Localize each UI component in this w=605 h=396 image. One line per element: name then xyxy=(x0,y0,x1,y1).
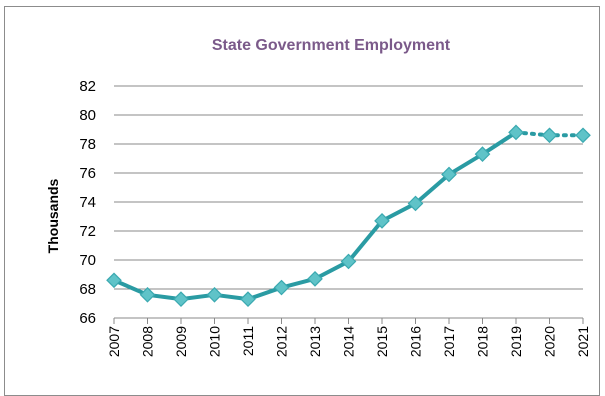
data-point-2019 xyxy=(508,124,524,141)
y-tick-label-70: 70 xyxy=(79,252,96,269)
gridlines xyxy=(114,85,583,319)
x-tick-label-2016: 2016 xyxy=(408,326,424,357)
x-tick-label-2014: 2014 xyxy=(341,326,357,357)
x-tick-label-2009: 2009 xyxy=(173,326,189,357)
data-point-2015 xyxy=(374,213,390,229)
x-tick-label-2019: 2019 xyxy=(508,326,524,357)
x-tick-label-2011: 2011 xyxy=(240,326,256,356)
y-tick-label-82: 82 xyxy=(79,78,96,95)
x-tick-label-2017: 2017 xyxy=(441,326,457,357)
y-axis-ticks: 66 68 70 72 74 76 78 80 82 xyxy=(79,78,96,327)
y-tick-label-76: 76 xyxy=(79,165,96,182)
data-point-2020 xyxy=(541,127,558,144)
data-point-2008 xyxy=(139,286,156,303)
x-tick-label-2008: 2008 xyxy=(140,326,156,357)
data-point-2010 xyxy=(206,286,223,303)
chart-frame xyxy=(4,6,600,396)
x-tick-label-2020: 2020 xyxy=(542,326,558,357)
data-point-2016 xyxy=(407,195,424,212)
x-tick-label-2021: 2021 xyxy=(575,326,591,357)
series-employment xyxy=(106,124,591,307)
data-point-2012 xyxy=(273,279,290,296)
data-point-2011 xyxy=(240,291,256,307)
y-tick-label-68: 68 xyxy=(79,281,96,298)
y-tick-label-80: 80 xyxy=(79,107,96,124)
chart-title: State Government Employment xyxy=(212,37,451,54)
x-tick-label-2012: 2012 xyxy=(274,326,290,357)
y-tick-label-78: 78 xyxy=(79,136,96,153)
data-point-2009 xyxy=(173,291,189,307)
x-tick-label-2013: 2013 xyxy=(307,326,323,357)
y-tick-label-72: 72 xyxy=(79,223,96,240)
x-tick-label-2010: 2010 xyxy=(207,326,223,357)
y-tick-label-74: 74 xyxy=(79,194,96,211)
data-point-2018 xyxy=(474,146,491,162)
x-tick-label-2018: 2018 xyxy=(475,326,491,357)
data-point-2021 xyxy=(575,127,591,144)
data-point-2013 xyxy=(307,271,323,287)
data-point-2017 xyxy=(441,166,457,183)
data-point-2007 xyxy=(106,272,122,289)
x-tick-label-2015: 2015 xyxy=(374,326,390,357)
x-tick-label-2007: 2007 xyxy=(106,326,122,357)
y-axis-label: Thousands xyxy=(45,178,61,253)
y-tick-label-66: 66 xyxy=(79,310,96,327)
x-axis-ticks: 2007 2008 2009 2010 2011 2012 2013 2014 2015 2016… xyxy=(106,318,591,357)
data-point-2014 xyxy=(340,253,357,270)
